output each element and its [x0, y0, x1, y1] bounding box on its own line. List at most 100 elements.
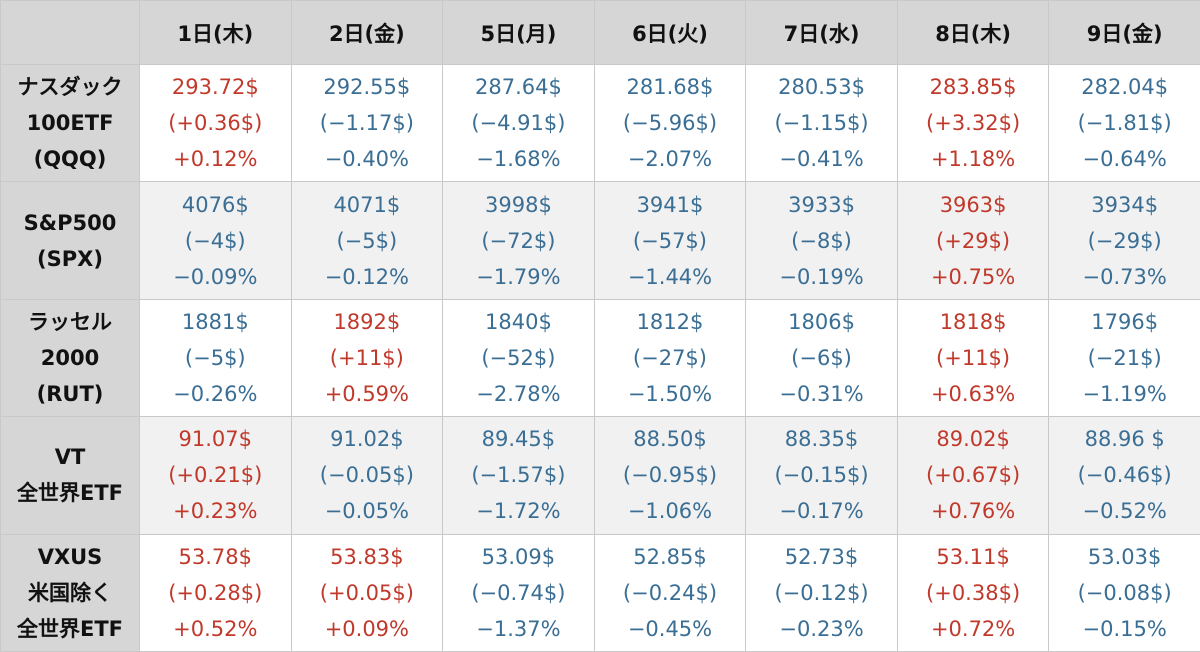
change-value: (+11$): [329, 345, 404, 370]
price-value: 89.45$: [481, 427, 556, 452]
price-value: 91.07$: [178, 427, 253, 452]
price-cell: 1806$ (−6$) −0.31%: [745, 298, 898, 418]
price-cell: 282.04$ (−1.81$) −0.64%: [1048, 63, 1200, 183]
price-cell: 3933$ (−8$) −0.19%: [745, 181, 898, 300]
change-value: (−0.05$): [319, 463, 414, 488]
price-cell: 3934$ (−29$) −0.73%: [1048, 181, 1200, 300]
price-value: 1818$: [939, 309, 1007, 334]
price-value: 283.85$: [929, 75, 1017, 100]
price-cell: 88.50$ (−0.95$) −1.06%: [593, 416, 747, 535]
price-cell: 53.78$ (+0.28$) +0.52%: [139, 533, 292, 652]
price-cell: 3941$ (−57$) −1.44%: [593, 181, 747, 300]
price-value: 89.02$: [936, 427, 1010, 452]
row-label-line: 米国除く: [28, 580, 112, 605]
change-value: (−1.81$): [1077, 111, 1172, 136]
percent-change: −0.73%: [1082, 264, 1167, 289]
price-value: 4071$: [333, 192, 401, 217]
price-value: 1796$: [1091, 309, 1159, 334]
price-value: 287.64$: [474, 75, 562, 100]
price-value: 282.04$: [1081, 75, 1169, 100]
price-value: 3934$: [1091, 192, 1159, 217]
change-value: (−72$): [481, 228, 556, 253]
day-header: 1日(木): [139, 0, 292, 65]
price-cell: 88.96 $ (−0.46$) −0.52%: [1048, 416, 1200, 535]
row-label-line: 100ETF: [26, 111, 114, 136]
row-label: S&P500 (SPX): [0, 181, 140, 300]
percent-change: −2.78%: [476, 381, 561, 406]
price-value: 88.96 $: [1084, 427, 1165, 452]
price-value: 3941$: [636, 192, 704, 217]
change-value: (−5$): [336, 228, 398, 253]
day-header: 8日(木): [896, 0, 1050, 65]
change-value: (+0.21$): [168, 463, 263, 488]
price-cell: 91.02$ (−0.05$) −0.05%: [290, 416, 444, 535]
percent-change: −0.19%: [779, 264, 864, 289]
price-cell: 89.02$ (+0.67$) +0.76%: [896, 416, 1050, 535]
row-label: ナスダック 100ETF (QQQ): [0, 63, 140, 183]
price-cell: 3998$ (−72$) −1.79%: [442, 181, 595, 300]
row-label-line: VXUS: [37, 544, 103, 569]
price-value: 52.85$: [633, 544, 707, 569]
percent-change: −1.79%: [476, 264, 561, 289]
price-value: 280.53$: [778, 75, 865, 100]
percent-change: −0.64%: [1082, 147, 1167, 172]
change-value: (−5.96$): [622, 111, 718, 136]
change-value: (−29$): [1087, 228, 1162, 253]
change-value: (+0.36$): [168, 111, 263, 136]
price-value: 3963$: [939, 192, 1007, 217]
price-value: 1806$: [788, 309, 855, 334]
table-row: VXUS 米国除く全世界ETF 53.78$ (+0.28$) +0.52% 53.83$…: [0, 533, 1200, 652]
price-cell: 1812$ (−27$) −1.50%: [593, 298, 747, 418]
price-cell: 53.83$ (+0.05$) +0.09%: [290, 533, 444, 652]
change-value: (−1.17$): [319, 111, 414, 136]
percent-change: −0.23%: [779, 616, 864, 641]
price-cell: 1796$ (−21$) −1.19%: [1048, 298, 1200, 418]
price-cell: 293.72$ (+0.36$) +0.12%: [139, 63, 292, 183]
change-value: (+11$): [936, 345, 1011, 370]
change-value: (+0.38$): [926, 580, 1021, 605]
change-value: (−57$): [632, 228, 707, 253]
price-value: 53.78$: [178, 544, 253, 569]
percent-change: −0.31%: [779, 381, 864, 406]
change-value: (−0.46$): [1077, 463, 1172, 488]
percent-change: −0.41%: [779, 147, 864, 172]
percent-change: −1.72%: [476, 499, 561, 524]
corner-cell: [0, 0, 140, 65]
change-value: (−0.15$): [774, 463, 869, 488]
change-value: (−8$): [791, 228, 852, 253]
price-value: 53.83$: [330, 544, 404, 569]
percent-change: −1.37%: [476, 616, 561, 641]
price-cell: 287.64$ (−4.91$) −1.68%: [442, 63, 595, 183]
percent-change: −0.05%: [324, 499, 409, 524]
change-value: (+0.67$): [926, 463, 1021, 488]
row-label-line: S&P500: [23, 210, 117, 235]
percent-change: −0.40%: [324, 147, 409, 172]
percent-change: −0.45%: [627, 616, 713, 641]
day-header: 6日(火): [593, 0, 747, 65]
price-value: 1892$: [333, 309, 401, 334]
change-value: (−21$): [1087, 345, 1162, 370]
row-label-line: 全世界ETF: [16, 616, 123, 641]
price-value: 4076$: [181, 192, 249, 217]
percent-change: −1.44%: [627, 264, 713, 289]
percent-change: −0.09%: [173, 264, 258, 289]
change-value: (−1.57$): [471, 463, 566, 488]
day-header: 9日(金): [1048, 0, 1200, 65]
row-label-line: ナスダック: [17, 75, 123, 100]
table-row: ラッセル 2000 (RUT) 1881$ (−5$) −0.26% 1892$ (+11$)…: [0, 298, 1200, 418]
change-value: (−52$): [481, 345, 556, 370]
price-cell: 52.85$ (−0.24$) −0.45%: [593, 533, 747, 652]
price-cell: 53.09$ (−0.74$) −1.37%: [442, 533, 595, 652]
price-cell: 1818$ (+11$) +0.63%: [896, 298, 1050, 418]
percent-change: −1.06%: [627, 499, 713, 524]
change-value: (−0.24$): [622, 580, 718, 605]
change-value: (+3.32$): [926, 111, 1021, 136]
percent-change: +0.52%: [173, 616, 258, 641]
change-value: (+0.05$): [319, 580, 414, 605]
row-label-line: 全世界ETF: [16, 481, 123, 506]
price-value: 1840$: [485, 309, 552, 334]
price-cell: 1892$ (+11$) +0.59%: [290, 298, 444, 418]
price-value: 88.50$: [633, 427, 707, 452]
price-cell: 1840$ (−52$) −2.78%: [442, 298, 595, 418]
